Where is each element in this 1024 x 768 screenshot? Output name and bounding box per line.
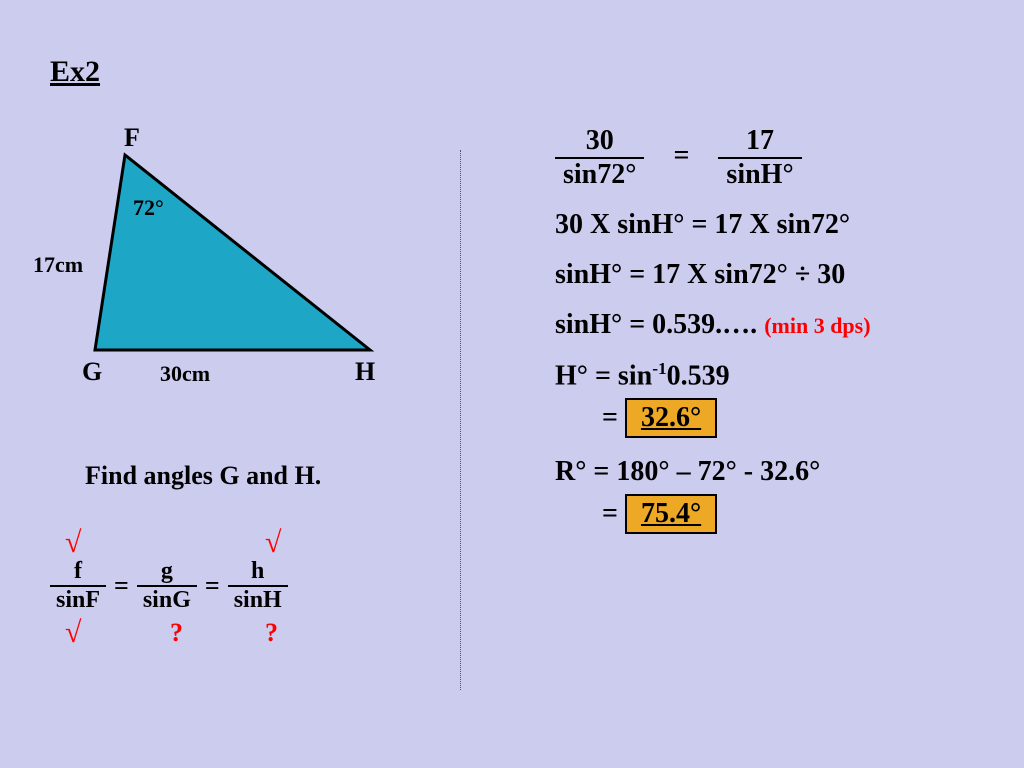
step-evaluate: sinH° = 0.539.…. (min 3 dps) (555, 309, 995, 341)
frac-g: g sinG (137, 558, 197, 614)
step-isolate: sinH° = 17 X sin72° ÷ 30 (555, 259, 995, 291)
working-steps: 30 sin72° = 17 sinH° 30 X sinH° = 17 X s… (555, 125, 995, 552)
tick-h: √ (265, 526, 281, 560)
column-divider (460, 150, 461, 690)
rhs-frac: 17 sinH° (718, 125, 801, 191)
answer-h: = 32.6° (555, 398, 995, 438)
step-cross-multiply: 30 X sinH° = 17 X sin72° (555, 209, 995, 241)
vertex-h: H (355, 357, 375, 387)
equals-2: = (201, 571, 224, 601)
precision-note: (min 3 dps) (764, 313, 870, 338)
sine-rule-formula: √ √ √ ? ? f sinF = g sinG = h sinH (50, 530, 450, 614)
unknown-g: ? (170, 618, 183, 648)
side-gh: 30cm (160, 361, 210, 387)
step-inverse-sin: H° = sin-10.539 (555, 359, 995, 392)
triangle-diagram: F G H 72° 17cm 30cm (30, 135, 430, 405)
equals-main: = (651, 140, 711, 171)
problem-statement: Find angles G and H. (85, 461, 321, 491)
unknown-h: ? (265, 618, 278, 648)
step-angle-sum: R° = 180° – 72° - 32.6° (555, 456, 995, 488)
answer-h-box: 32.6° (625, 398, 717, 438)
frac-h: h sinH (228, 558, 288, 614)
lhs-frac: 30 sin72° (555, 125, 644, 191)
answer-r-box: 75.4° (625, 494, 717, 534)
triangle-shape (95, 155, 370, 350)
equation-setup: 30 sin72° = 17 sinH° (555, 125, 995, 191)
frac-f: f sinF (50, 558, 106, 614)
angle-f: 72° (133, 195, 164, 221)
side-fg: 17cm (33, 252, 83, 278)
tick-sinf: √ (65, 616, 81, 650)
vertex-f: F (124, 123, 140, 153)
tick-f: √ (65, 526, 81, 560)
answer-r: = 75.4° (555, 494, 995, 534)
exercise-title: Ex2 (50, 55, 100, 89)
equals-1: = (110, 571, 133, 601)
vertex-g: G (82, 357, 102, 387)
